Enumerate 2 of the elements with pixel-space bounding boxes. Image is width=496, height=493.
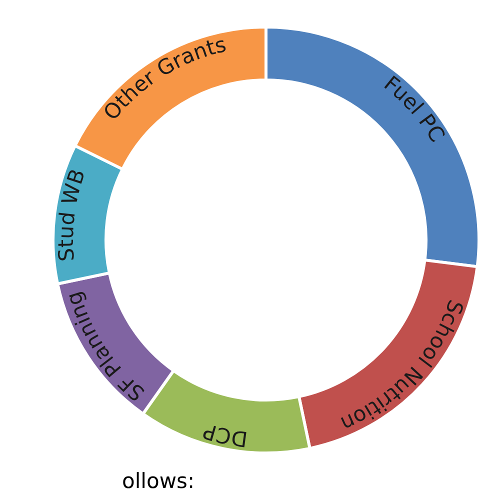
slice-label: DCP: [200, 418, 250, 452]
text: ollows:: [122, 469, 195, 493]
